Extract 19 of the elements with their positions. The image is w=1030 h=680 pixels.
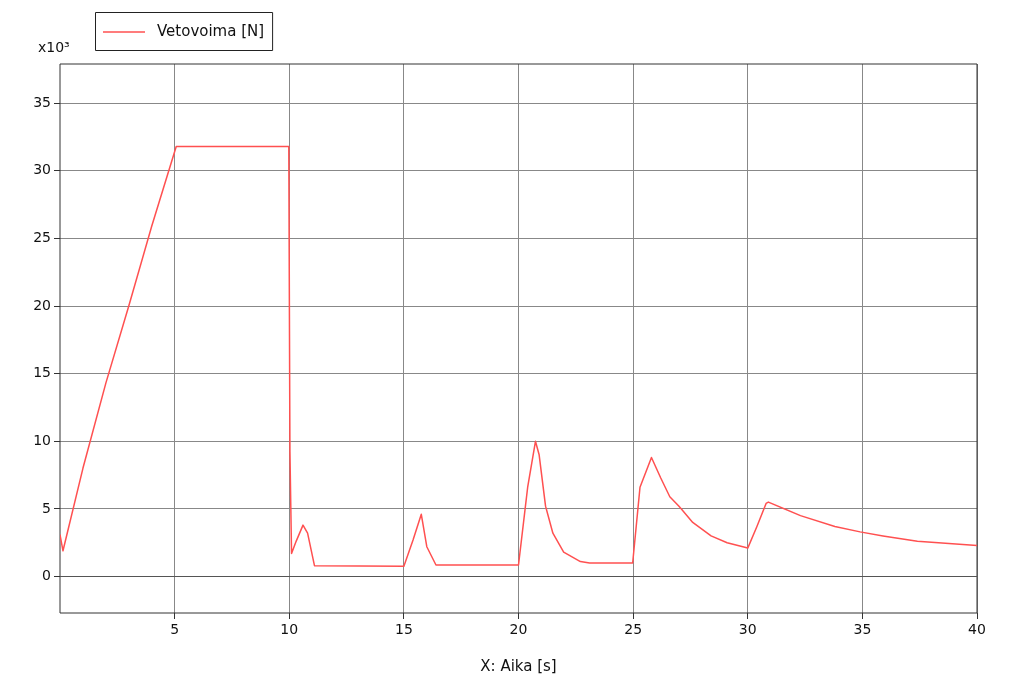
y-tick-label: 5 xyxy=(42,499,51,516)
x-tick-label: 40 xyxy=(968,621,986,638)
x-tick-label: 10 xyxy=(280,621,299,638)
x-tick-label: 5 xyxy=(170,621,180,638)
y-tick-label: 30 xyxy=(33,161,51,178)
x-tick-label: 25 xyxy=(624,621,643,638)
x-tick-label: 35 xyxy=(853,621,872,638)
y-tick-label: 35 xyxy=(33,93,51,110)
x-tick-label: 20 xyxy=(509,621,528,638)
text: x10³ xyxy=(38,39,70,55)
x-axis-title: X: Aika [s] xyxy=(480,656,557,675)
y-tick-label: 25 xyxy=(33,229,51,246)
y-tick-label: 20 xyxy=(33,296,51,313)
x-tick-label: 15 xyxy=(394,621,413,638)
x-tick-label: 30 xyxy=(738,621,757,638)
y-tick-label: 10 xyxy=(33,431,51,448)
y-tick-label: 0 xyxy=(42,567,51,584)
y-tick-label: 15 xyxy=(33,364,51,381)
legend-label: Vetovoima [N] xyxy=(157,21,265,40)
